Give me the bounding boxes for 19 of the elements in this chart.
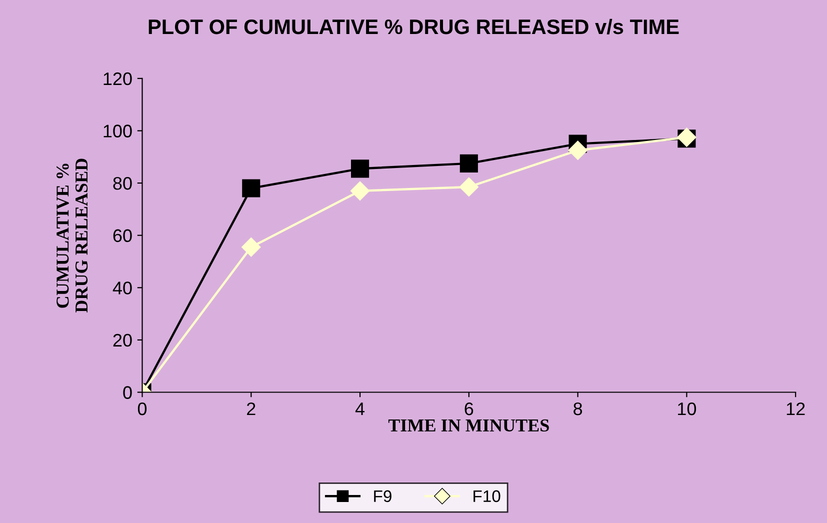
- y-tick-label: 0: [123, 386, 132, 399]
- chart-title: PLOT OF CUMULATIVE % DRUG RELEASED v/s TIME: [148, 18, 679, 34]
- legend-label: F10: [474, 490, 500, 502]
- x-tick-label: 4: [355, 402, 365, 416]
- y-tick-label: 40: [112, 282, 132, 294]
- y-tick-label: 60: [113, 229, 132, 242]
- y-tick-label: 120: [104, 72, 132, 86]
- legend-label: F9: [374, 490, 392, 502]
- y-tick-label: 80: [113, 176, 132, 190]
- x-tick-label: 2: [247, 402, 256, 416]
- y-tick-label: 100: [104, 124, 132, 138]
- x-tick-label: 10: [678, 402, 696, 416]
- y-axis-title: CUMULATIVE % DRUG RELEASED: [56, 158, 88, 313]
- x-tick-label: 0: [138, 402, 147, 416]
- x-tick-label: 6: [464, 402, 474, 416]
- x-axis-title: TIME IN MINUTES: [388, 419, 549, 432]
- x-tick-label: 8: [574, 402, 582, 416]
- x-tick-label: 12: [786, 402, 805, 416]
- y-tick-label: 20: [113, 334, 132, 347]
